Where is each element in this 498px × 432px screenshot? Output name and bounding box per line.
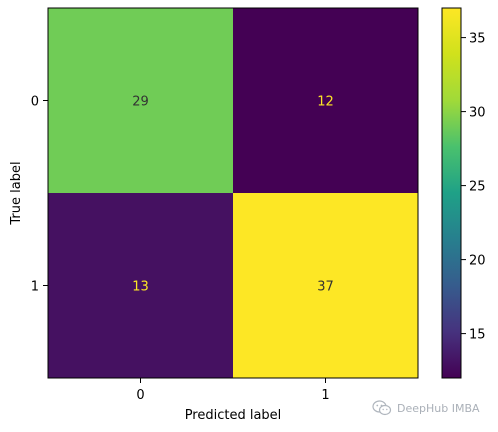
cell-value-labels: 29 12 13 37 bbox=[132, 95, 334, 295]
heatmap-cell-0-0 bbox=[48, 8, 233, 193]
y-tick-label-0: 0 bbox=[31, 95, 39, 110]
heatmap-cell-1-1 bbox=[233, 193, 418, 378]
cell-value-1-1: 37 bbox=[317, 280, 334, 295]
cell-value-0-0: 29 bbox=[132, 95, 149, 110]
colorbar bbox=[442, 8, 461, 378]
x-axis-label: Predicted label bbox=[185, 408, 282, 423]
plot-frame bbox=[47, 7, 419, 379]
wechat-icon bbox=[372, 400, 392, 416]
heatmap-cell-0-1 bbox=[233, 8, 418, 193]
y-axis-ticks: 01 bbox=[31, 95, 48, 295]
x-tick-label-1: 1 bbox=[321, 388, 329, 403]
y-axis-label: True label bbox=[9, 161, 24, 225]
y-tick-label-1: 1 bbox=[31, 280, 39, 295]
colorbar-tick-label-0: 15 bbox=[469, 328, 486, 343]
colorbar-tick-label-3: 30 bbox=[469, 106, 486, 121]
watermark-text: DeepHub IMBA bbox=[397, 401, 480, 415]
x-tick-label-0: 0 bbox=[136, 388, 144, 403]
colorbar-ticks: 15 20 25 30 35 bbox=[461, 32, 486, 343]
watermark: DeepHub IMBA bbox=[372, 400, 480, 416]
cell-value-1-0: 13 bbox=[132, 280, 149, 295]
cell-value-0-1: 12 bbox=[317, 95, 334, 110]
heatmap-cell-1-0 bbox=[48, 193, 233, 378]
colorbar-frame bbox=[441, 7, 462, 379]
colorbar-tick-label-4: 35 bbox=[469, 32, 486, 47]
heatmap-cells bbox=[48, 8, 418, 378]
colorbar-tick-label-2: 25 bbox=[469, 180, 486, 195]
colorbar-tick-label-1: 20 bbox=[469, 254, 486, 269]
